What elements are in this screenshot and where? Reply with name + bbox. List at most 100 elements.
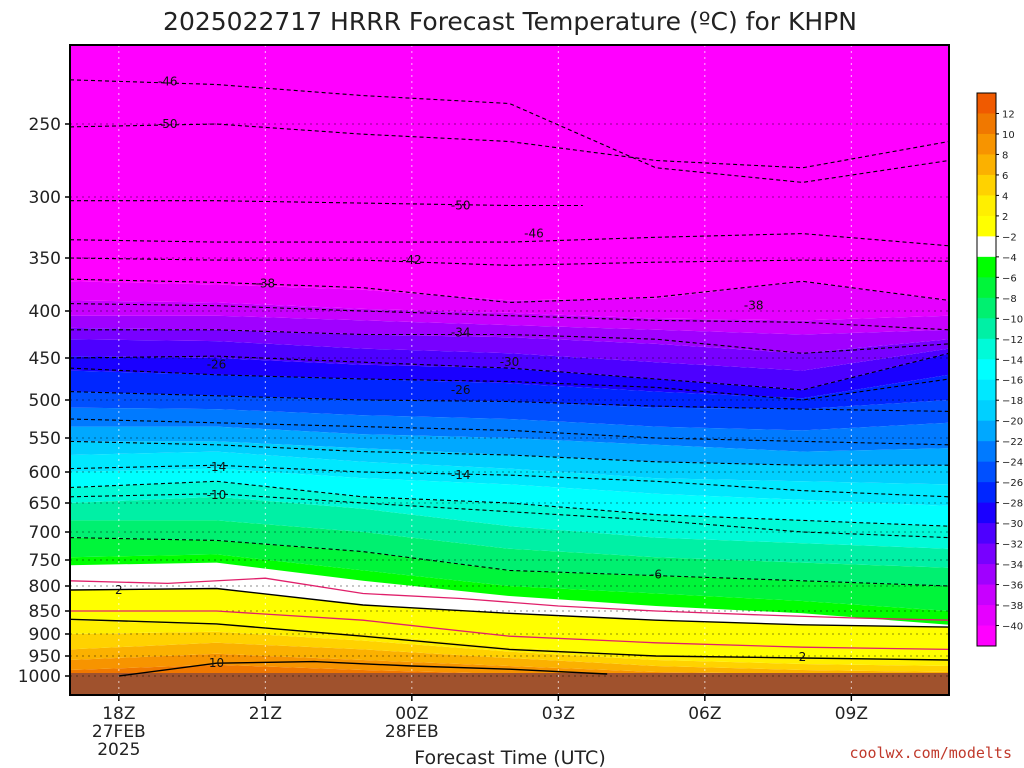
colorbar-tick-label: −36	[1002, 581, 1023, 592]
colorbar-swatch	[977, 318, 996, 340]
colorbar-swatch	[977, 605, 996, 627]
y-tick-label: 950	[29, 647, 61, 667]
temperature-band	[70, 300, 949, 335]
colorbar-tick-label: −18	[1002, 396, 1023, 407]
colorbar-tick-label: −2	[1002, 232, 1017, 243]
temperature-band	[70, 562, 949, 628]
contour-line	[70, 537, 949, 587]
colorbar-tick-label: −38	[1002, 601, 1023, 612]
x-tick-label: 00Z	[395, 704, 428, 724]
temperature-band	[70, 327, 949, 371]
y-tick-label: 800	[29, 577, 61, 597]
colorbar-swatch	[977, 256, 996, 278]
temperature-band	[70, 407, 949, 452]
contour-label: -34	[451, 326, 471, 340]
colorbar-tick-label: 10	[1002, 130, 1015, 141]
y-tick-label: 850	[29, 602, 61, 622]
contour-labels: -50 -46 -50 -46 -42 -38 -38 -34 -30 -26 -26 -14 -14 -…	[115, 74, 806, 669]
y-tick-label: 250	[29, 115, 61, 135]
contour-label: -50	[158, 117, 178, 131]
colorbar-swatch	[977, 93, 996, 114]
contour-label: -46	[524, 227, 544, 241]
colorbar-swatch	[977, 543, 996, 565]
colorbar-frame	[976, 92, 997, 647]
temperature-band	[70, 520, 949, 586]
contour-label: -26	[451, 383, 471, 397]
colorbar-tick-label: 2	[1002, 212, 1008, 223]
contour-line	[118, 660, 608, 677]
contour-label: -46	[158, 74, 178, 88]
y-tick-label: 900	[29, 625, 61, 645]
temperature-band	[70, 353, 949, 399]
colorbar-swatch	[977, 400, 996, 422]
colorbar-tick-label: −20	[1002, 417, 1023, 428]
temperature-band	[70, 554, 949, 625]
x-tick-label: 21Z	[249, 704, 282, 724]
colorbar-swatch	[977, 297, 996, 319]
x-tick-sublabel: 2025	[97, 740, 140, 760]
temperature-band	[70, 451, 949, 506]
y-tick-label: 700	[29, 523, 61, 543]
contour-label: -50	[451, 199, 471, 213]
freezing-contour-line	[70, 610, 949, 651]
temperature-band	[70, 468, 949, 527]
contour-line	[70, 587, 949, 628]
contour-label: -6	[650, 568, 662, 582]
colorbar-swatch	[977, 441, 996, 463]
contour-label: 2	[799, 650, 807, 664]
colorbar-tick-label: −24	[1002, 458, 1023, 469]
colorbar-swatch	[977, 113, 996, 135]
temperature-band	[70, 496, 949, 568]
x-tick-label: 03Z	[542, 704, 575, 724]
x-tick-label: 18Z	[102, 704, 135, 724]
temperature-band	[70, 281, 949, 321]
colorbar-tick-label: −30	[1002, 519, 1023, 530]
colorbar-tick-label: −22	[1002, 437, 1023, 448]
contour-label: -38	[744, 299, 764, 313]
contour-line	[70, 200, 583, 207]
y-tick-label: 1000	[18, 667, 61, 687]
x-tick-sublabel: 28FEB	[385, 722, 439, 742]
colorbar-swatch	[977, 482, 996, 504]
temperature-band	[70, 45, 949, 301]
colorbar-tick-label: −28	[1002, 499, 1023, 510]
temperature-band	[70, 315, 949, 354]
contour-label: -10	[207, 488, 227, 502]
y-tick-label: 400	[29, 302, 61, 322]
x-axis-label: Forecast Time (UTC)	[414, 747, 605, 768]
contour-label: 2	[115, 583, 123, 597]
colorbar-swatch	[977, 523, 996, 545]
colorbar-swatch	[977, 154, 996, 176]
colorbar-tick-label: −26	[1002, 478, 1023, 489]
contour-line	[70, 618, 949, 661]
temperature-band	[70, 426, 949, 466]
temperature-band	[70, 642, 949, 676]
colorbar-tick-label: −10	[1002, 314, 1023, 325]
colorbar-swatch	[977, 564, 996, 586]
x-tick-sublabel: 27FEB	[92, 722, 146, 742]
colorbar-swatch	[977, 359, 996, 381]
temperature-band	[70, 631, 949, 672]
y-axis: 250 300 350 400 450 500 550 600 650 700 750 800 850 9…	[18, 115, 70, 687]
colorbar-tick-label: −34	[1002, 560, 1023, 571]
plot-area: -50 -46 -50 -46 -42 -38 -38 -34 -30 -26 -26 -14 -14 -…	[70, 45, 949, 695]
colorbar-tick-label: −12	[1002, 335, 1023, 346]
y-tick-label: 600	[29, 463, 61, 483]
colorbar-swatch	[977, 133, 996, 155]
y-tick-label: 300	[29, 188, 61, 208]
colorbar-swatch	[977, 502, 996, 524]
colorbar-tick-label: −4	[1002, 253, 1017, 264]
colorbar-swatch	[977, 174, 996, 196]
colorbar-swatch	[977, 236, 996, 258]
contour-label: -38	[256, 276, 276, 290]
colorbar-swatch	[977, 461, 996, 483]
colorbar-legend: 12 10 8 6 4 2 −2 −4 −6 −8 −10 −12 −14 −16 −18 −20 −22 −24…	[976, 92, 1023, 647]
site-credit: coolwx.com/modelts	[849, 744, 1012, 762]
contour-label: -26	[207, 358, 227, 372]
colorbar-swatch	[977, 584, 996, 606]
y-tick-label: 350	[29, 249, 61, 269]
colorbar-tick-label: −6	[1002, 273, 1017, 284]
colorbar-tick-label: 8	[1002, 150, 1008, 161]
ground-below-surface	[70, 673, 949, 695]
